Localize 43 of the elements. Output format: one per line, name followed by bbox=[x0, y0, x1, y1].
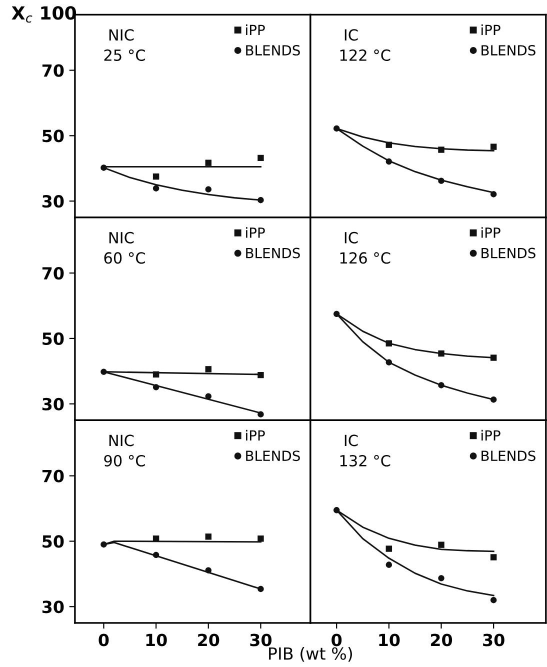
annotation: NIC bbox=[109, 232, 134, 244]
x-tick-label: 20 bbox=[430, 634, 452, 646]
annotation: NIC bbox=[109, 434, 134, 446]
annotation: NIC bbox=[109, 29, 134, 41]
legend-label: BLENDS bbox=[246, 450, 300, 462]
y-tick-label: 70 bbox=[42, 64, 64, 77]
legend-label: iPP bbox=[482, 227, 500, 238]
x-axis-title: PIB (wt %) bbox=[269, 646, 352, 662]
y-tick-label: 70 bbox=[42, 470, 64, 482]
x-tick-label: 0 bbox=[332, 634, 342, 646]
x-tick-label: 0 bbox=[98, 634, 109, 646]
legend-label: iPP bbox=[246, 24, 265, 35]
annotation: 60 °C bbox=[104, 252, 145, 264]
y-tick-label: 50 bbox=[42, 332, 64, 346]
y-axis-title: X$_{c}$ 100 bbox=[12, 6, 76, 23]
x-tick-label: 10 bbox=[146, 634, 167, 646]
annotation: 132 °C bbox=[340, 454, 390, 467]
annotation: IC bbox=[344, 232, 358, 244]
annotation: IC bbox=[344, 29, 358, 41]
annotation: IC bbox=[344, 434, 358, 446]
y-tick-label: 70 bbox=[42, 267, 64, 280]
annotation: 90 °C bbox=[104, 454, 145, 467]
legend-label: BLENDS bbox=[482, 450, 536, 462]
annotation: 126 °C bbox=[340, 252, 390, 264]
annotation: 122 °C bbox=[340, 49, 390, 61]
legend-label: iPP bbox=[482, 24, 500, 35]
y-tick-label: 30 bbox=[42, 398, 64, 410]
x-tick-label: 10 bbox=[379, 634, 400, 646]
x-tick-label: 20 bbox=[198, 634, 220, 646]
legend-label: BLENDS bbox=[482, 248, 536, 258]
x-tick-label: 30 bbox=[483, 634, 504, 646]
x-tick-label: 30 bbox=[250, 634, 272, 646]
y-tick-label: 30 bbox=[42, 195, 64, 208]
legend-label: BLENDS bbox=[246, 45, 300, 56]
legend-label: BLENDS bbox=[246, 248, 300, 258]
legend-label: BLENDS bbox=[482, 45, 536, 56]
legend-label: iPP bbox=[246, 227, 265, 238]
annotation: 25 °C bbox=[104, 49, 145, 61]
legend-label: iPP bbox=[246, 430, 265, 440]
y-tick-label: 30 bbox=[42, 600, 64, 614]
y-tick-label: 50 bbox=[42, 130, 64, 142]
y-tick-label: 50 bbox=[42, 535, 64, 548]
legend-label: iPP bbox=[482, 430, 500, 440]
